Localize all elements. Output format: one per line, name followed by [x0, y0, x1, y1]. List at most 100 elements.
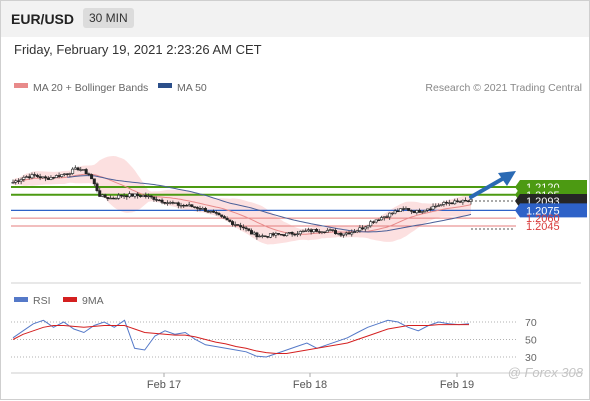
level-label: 1.2075: [526, 205, 560, 217]
candle: [409, 209, 413, 215]
chart-datetime: Friday, February 19, 2021 2:23:26 AM CET: [14, 42, 262, 57]
candle: [222, 215, 226, 219]
candle: [309, 228, 313, 235]
ma20-legend-label: MA 20 + Bollinger Bands: [33, 82, 148, 94]
candle: [260, 233, 264, 239]
candle: [249, 228, 253, 235]
candle: [401, 206, 405, 212]
candle: [52, 176, 56, 180]
candle: [171, 200, 175, 205]
candle: [212, 209, 216, 214]
candle: [255, 231, 259, 240]
candle: [98, 187, 102, 197]
candle: [404, 206, 408, 210]
candle: [68, 172, 72, 178]
candle: [138, 194, 142, 198]
candle: [336, 232, 340, 236]
candle: [147, 193, 151, 199]
candle: [455, 198, 459, 203]
ma50-legend-label: MA 50: [177, 82, 207, 94]
candle: [73, 165, 77, 170]
candle: [49, 175, 53, 181]
x-tick-label: Feb 18: [293, 379, 327, 391]
candle: [293, 232, 297, 237]
candle: [339, 231, 343, 237]
candle: [301, 229, 305, 233]
candle: [217, 211, 221, 216]
candle: [323, 231, 327, 234]
level-tag-1.2060: 1.2060: [526, 213, 560, 225]
candle: [453, 198, 457, 205]
candle: [385, 214, 389, 218]
candle: [54, 174, 58, 179]
candle: [388, 212, 392, 220]
candle: [393, 208, 397, 215]
rsi-legend-swatch: [14, 297, 28, 302]
candles: [11, 165, 473, 240]
candle: [390, 212, 394, 216]
candle: [141, 194, 145, 198]
candle: [81, 169, 85, 171]
candle: [366, 225, 370, 230]
candle: [342, 233, 346, 238]
candle: [111, 196, 115, 200]
copyright-text: Research © 2021 Trading Central: [425, 82, 582, 94]
candle: [233, 221, 237, 228]
candle: [363, 225, 367, 232]
candle: [100, 193, 104, 198]
level-label: 1.2060: [526, 213, 560, 225]
candle: [144, 192, 148, 199]
candle: [374, 219, 378, 224]
candle: [176, 201, 180, 209]
candle: [182, 203, 186, 209]
candle: [282, 234, 286, 237]
candle: [347, 230, 351, 235]
candle: [193, 206, 197, 209]
candle: [415, 209, 419, 215]
candle: [157, 198, 161, 202]
candle: [304, 228, 308, 232]
bollinger-band-area: [13, 156, 471, 245]
candle: [160, 198, 164, 205]
candle: [195, 206, 199, 212]
level-label: 1.2045: [526, 221, 560, 233]
ma9-legend-label: 9MA: [82, 295, 104, 307]
candle: [344, 231, 348, 237]
interval-tab[interactable]: 30 MIN: [83, 8, 134, 28]
candle: [445, 200, 449, 206]
key-level-lines: [11, 185, 516, 227]
candle: [130, 193, 134, 197]
candle: [225, 216, 229, 221]
rsi-tick-label: 50: [525, 335, 537, 347]
candle: [214, 210, 218, 216]
x-tick-label: Feb 17: [147, 379, 181, 391]
candle: [44, 175, 48, 182]
candle: [290, 231, 294, 237]
ma20-legend-swatch: [14, 83, 28, 88]
candle: [431, 203, 435, 211]
candle: [76, 166, 80, 172]
candle: [252, 230, 256, 236]
candle: [428, 206, 432, 212]
candle: [92, 178, 96, 187]
rsi-tick-label: 70: [525, 317, 537, 329]
candle: [418, 208, 422, 213]
candle: [361, 225, 365, 231]
candle: [241, 224, 245, 231]
candle: [450, 202, 454, 205]
candle: [236, 224, 240, 226]
watermark-text: @ Forex 308: [508, 365, 584, 380]
candle: [306, 227, 310, 233]
candle: [352, 228, 356, 234]
candle: [35, 173, 39, 178]
candle: [149, 195, 153, 199]
candle: [315, 228, 319, 233]
ma50-line: [67, 175, 472, 233]
candle: [163, 201, 167, 205]
candle: [325, 228, 329, 233]
candle: [382, 216, 386, 221]
candle: [16, 178, 20, 184]
candle: [106, 197, 110, 202]
